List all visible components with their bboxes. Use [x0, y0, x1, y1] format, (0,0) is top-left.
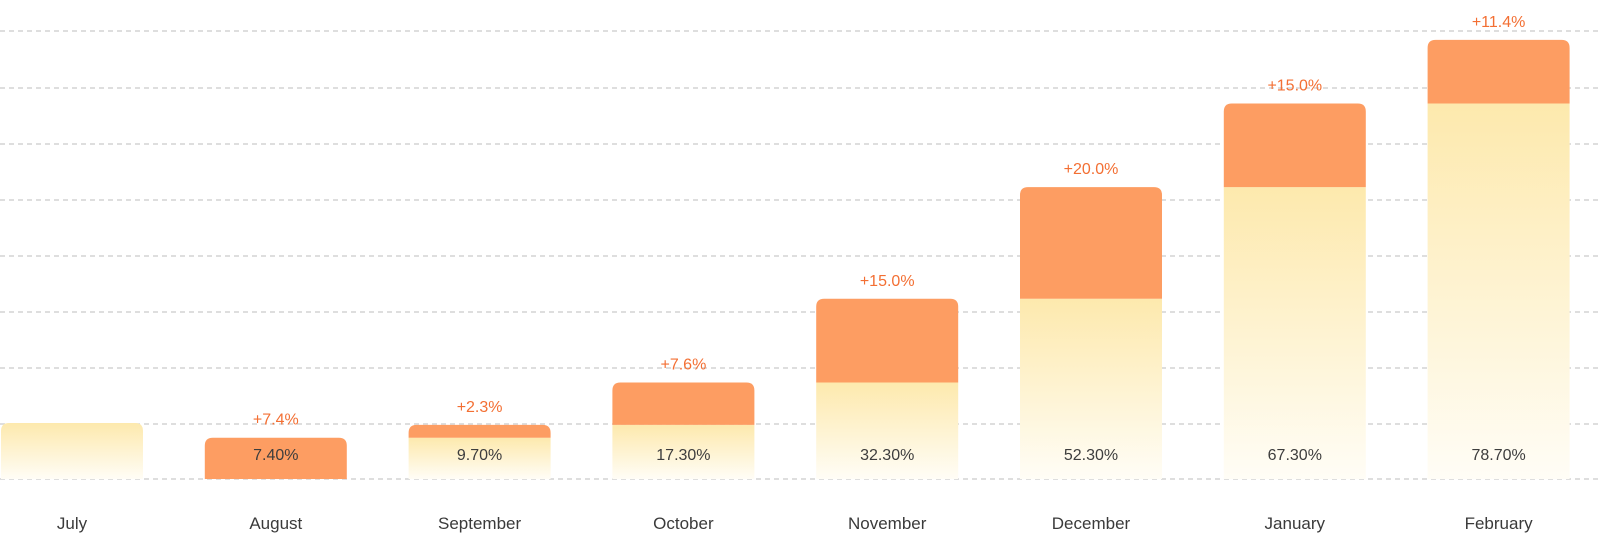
x-tick-label-september: September [438, 514, 521, 533]
base-bar-february [1427, 103, 1570, 479]
delta-label-october: +7.6% [660, 356, 706, 373]
x-tick-label-november: November [848, 514, 927, 533]
base-bar-january [1223, 187, 1366, 479]
x-tick-label-august: August [249, 514, 302, 533]
increase-bar-november [816, 298, 959, 383]
x-tick-label-february: February [1465, 514, 1534, 533]
value-label-october: 17.30% [656, 447, 710, 464]
increase-bar-august [204, 437, 347, 479]
increase-bar-january [1223, 103, 1366, 188]
value-label-august: 7.40% [253, 447, 298, 464]
x-tick-label-october: October [653, 514, 714, 533]
delta-label-december: +20.0% [1064, 161, 1119, 178]
x-tick-label-december: December [1052, 514, 1131, 533]
increase-bar-september [408, 424, 551, 438]
base-bar-july [1, 423, 143, 479]
delta-label-september: +2.3% [457, 399, 503, 416]
value-label-december: 52.30% [1064, 447, 1118, 464]
delta-label-november: +15.0% [860, 273, 915, 290]
base-bar-december [1020, 298, 1162, 479]
x-tick-label-july: July [57, 514, 88, 533]
x-tick-label-january: January [1265, 514, 1326, 533]
labels: July +7.4% 7.40% August +2.3% 9.70% September +… [57, 14, 1533, 533]
increase-bar-february [1427, 39, 1570, 104]
bars [1, 39, 1570, 479]
increase-bar-october [612, 382, 755, 425]
value-label-november: 32.30% [860, 447, 914, 464]
value-label-september: 9.70% [457, 447, 502, 464]
base-bar-november [816, 382, 959, 479]
delta-label-february: +11.4% [1472, 14, 1526, 31]
value-label-february: 78.70% [1471, 447, 1525, 464]
increase-bar-december [1020, 187, 1162, 299]
base-bar-october [612, 424, 755, 479]
base-bar-september [408, 437, 551, 479]
value-label-january: 67.30% [1268, 447, 1322, 464]
delta-label-august: +7.4% [253, 412, 299, 429]
delta-label-january: +15.0% [1267, 77, 1322, 94]
